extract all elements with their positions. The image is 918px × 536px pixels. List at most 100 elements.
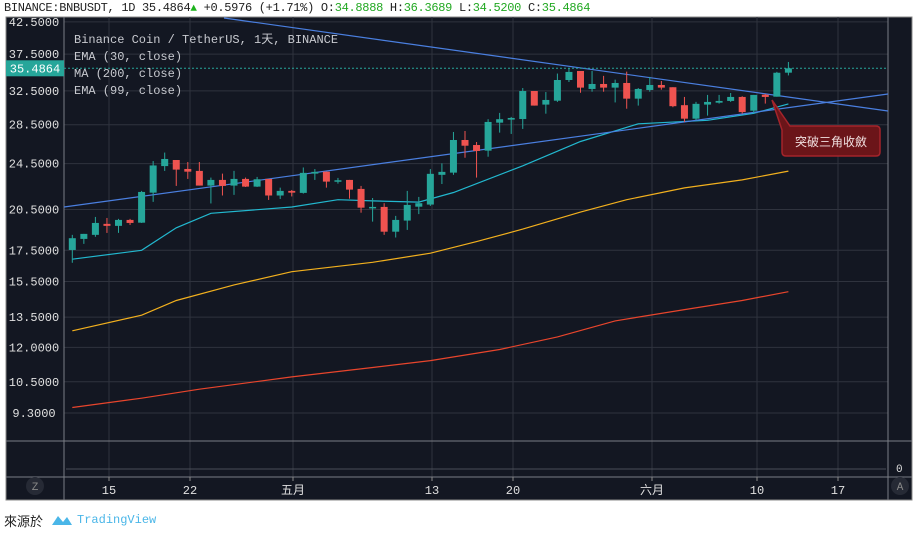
candle-body [669, 87, 677, 107]
ema99-line[interactable] [72, 291, 789, 409]
candle-body [692, 103, 700, 119]
candle[interactable] [426, 169, 434, 206]
candle[interactable] [80, 233, 88, 244]
price-tick-label: 20.5000 [9, 204, 59, 218]
legend-ema99[interactable]: EMA (99, close) [74, 84, 182, 98]
candle[interactable] [334, 177, 342, 184]
candle[interactable] [242, 177, 250, 187]
candle-body [623, 82, 631, 99]
candle[interactable] [103, 217, 111, 233]
tradingview-link[interactable]: TradingView [77, 513, 157, 527]
candle-body [115, 219, 122, 226]
candle[interactable] [715, 94, 723, 104]
candle-body [484, 121, 492, 151]
annotation-callout[interactable]: 突破三角收斂 [771, 99, 881, 157]
candle-body [657, 84, 665, 88]
candle[interactable] [600, 75, 608, 92]
candle-body [565, 71, 573, 80]
candle[interactable] [530, 91, 538, 106]
candle[interactable] [577, 70, 584, 93]
candle[interactable] [415, 196, 423, 215]
candle[interactable] [611, 79, 619, 103]
legend-ema30[interactable]: EMA (30, close) [74, 50, 182, 64]
candle[interactable] [692, 101, 700, 121]
open-label: O: [320, 1, 335, 15]
candle-body [507, 117, 515, 120]
candle[interactable] [519, 88, 527, 129]
candle[interactable] [634, 88, 642, 106]
candle[interactable] [253, 176, 261, 187]
candle[interactable] [357, 185, 365, 213]
candle[interactable] [184, 161, 192, 179]
source-label: 來源於 [4, 514, 44, 530]
candle[interactable] [91, 216, 99, 237]
candle[interactable] [588, 70, 596, 92]
candle[interactable] [380, 203, 388, 235]
candle[interactable] [623, 71, 631, 109]
candle[interactable] [473, 142, 481, 178]
candle[interactable] [761, 93, 769, 104]
candle-body [473, 145, 481, 151]
candle[interactable] [657, 80, 665, 90]
candle-body [519, 91, 527, 120]
time-axis[interactable]: 15 22 五月 13 20 六月 10 17 [102, 477, 845, 498]
candle-body [600, 83, 608, 88]
candle-body [738, 96, 746, 113]
candle[interactable] [553, 73, 561, 102]
candle[interactable] [438, 163, 446, 184]
candle[interactable] [195, 161, 203, 186]
candle[interactable] [299, 167, 307, 194]
candle[interactable] [149, 161, 157, 202]
candle[interactable] [461, 130, 469, 158]
candle[interactable] [218, 173, 226, 196]
ma200-line[interactable] [72, 170, 789, 332]
candle[interactable] [230, 170, 238, 195]
candle[interactable] [207, 177, 215, 204]
candle[interactable] [669, 87, 677, 108]
candle[interactable] [172, 160, 180, 186]
candle-body [276, 190, 284, 196]
z-button[interactable] [26, 477, 44, 495]
candle[interactable] [126, 218, 134, 225]
candle-body [334, 180, 342, 182]
candle-body [242, 178, 250, 187]
price-tick-label: 37.5000 [9, 48, 59, 62]
candle[interactable] [773, 71, 781, 97]
price-tick-label: 10.5000 [9, 376, 59, 390]
candle[interactable] [138, 190, 146, 223]
candle[interactable] [484, 119, 492, 157]
candle[interactable] [565, 68, 573, 82]
candle[interactable] [322, 171, 330, 188]
legend-ma200[interactable]: MA (200, close) [74, 67, 182, 81]
candle-body [646, 84, 654, 90]
candle[interactable] [369, 198, 377, 222]
candle[interactable] [542, 92, 550, 114]
candle[interactable] [311, 169, 319, 180]
triangle-up-icon: ▲ [190, 3, 197, 15]
candle-body [761, 94, 769, 97]
candle[interactable] [265, 178, 273, 200]
candle-body [346, 179, 353, 190]
candle[interactable] [646, 76, 654, 92]
candle-body [184, 168, 192, 172]
price-axis[interactable]: 42.5000 37.5000 32.5000 28.5000 24.5000 20.50… [9, 16, 59, 421]
time-tick-label: 13 [425, 484, 439, 498]
candle[interactable] [507, 116, 515, 134]
candle[interactable] [449, 131, 457, 175]
candle[interactable] [738, 96, 746, 114]
candle[interactable] [392, 215, 400, 238]
candle[interactable] [68, 234, 76, 263]
candle[interactable] [704, 94, 712, 116]
candle[interactable] [115, 218, 122, 233]
candle[interactable] [403, 190, 411, 230]
candle[interactable] [276, 187, 284, 199]
candle[interactable] [161, 152, 169, 171]
candle[interactable] [750, 94, 758, 114]
candle[interactable] [288, 189, 296, 197]
candle[interactable] [346, 179, 353, 199]
a-button[interactable] [891, 477, 909, 495]
candle[interactable] [727, 92, 735, 102]
candle[interactable] [680, 96, 688, 122]
candle[interactable] [496, 112, 504, 133]
